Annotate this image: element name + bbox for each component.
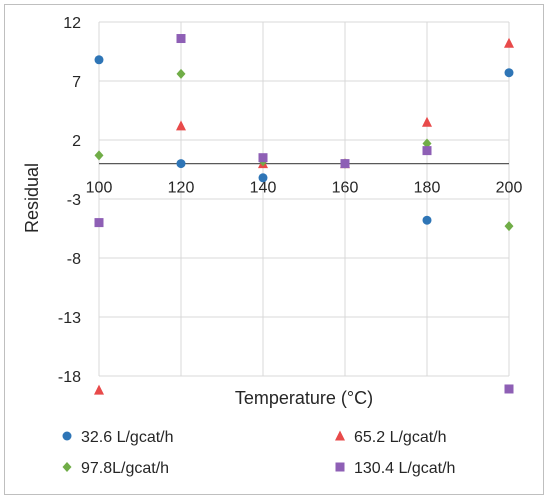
x-tick-label: 140 bbox=[250, 180, 277, 197]
data-point bbox=[504, 68, 514, 78]
x-tick-label: 120 bbox=[168, 180, 195, 197]
legend-label: 65.2 L/gcat/h bbox=[354, 429, 447, 446]
data-point bbox=[176, 120, 186, 131]
data-points bbox=[94, 34, 514, 395]
data-point bbox=[504, 221, 514, 232]
y-tick-label: -3 bbox=[67, 192, 81, 209]
data-point bbox=[504, 37, 514, 48]
x-tick-label: 180 bbox=[414, 180, 441, 197]
y-tick-label: -18 bbox=[58, 369, 81, 386]
data-point bbox=[94, 384, 104, 395]
data-point bbox=[422, 215, 432, 225]
data-point bbox=[422, 138, 432, 149]
legend-marker-square bbox=[335, 462, 345, 472]
data-point bbox=[258, 173, 268, 183]
y-tick-label: 12 bbox=[63, 15, 81, 32]
data-point bbox=[422, 146, 432, 156]
y-tick-label: -8 bbox=[67, 251, 81, 268]
data-point bbox=[94, 150, 104, 161]
x-tick-label: 200 bbox=[496, 180, 523, 197]
y-tick-label: 7 bbox=[72, 74, 81, 91]
data-point bbox=[176, 34, 186, 44]
chart-frame bbox=[4, 4, 544, 495]
data-point bbox=[340, 159, 350, 169]
grid-layer bbox=[98, 21, 510, 377]
data-point bbox=[176, 159, 186, 169]
legend: 32.6 L/gcat/h 65.2 L/gcat/h 97.8L/gcat/h 13… bbox=[62, 429, 455, 477]
legend-label: 32.6 L/gcat/h bbox=[81, 429, 174, 446]
legend-marker-triangle bbox=[335, 430, 345, 441]
legend-label: 97.8L/gcat/h bbox=[81, 460, 169, 477]
data-point bbox=[422, 116, 432, 127]
data-point bbox=[94, 218, 104, 228]
data-point bbox=[176, 68, 186, 79]
legend-marker-diamond bbox=[62, 462, 72, 472]
legend-label: 130.4 L/gcat/h bbox=[354, 460, 455, 477]
x-axis-label: Temperature (°C) bbox=[235, 388, 373, 408]
data-point bbox=[94, 55, 104, 65]
x-tick-label: 100 bbox=[86, 180, 113, 197]
y-tick-label: 2 bbox=[72, 133, 81, 150]
legend-marker-circle bbox=[62, 431, 72, 441]
y-tick-label: -13 bbox=[58, 310, 81, 327]
y-axis-label: Residual bbox=[22, 163, 42, 233]
tick-labels: 12 7 2 -3 -8 -13 -18 100 120 140 160 180 200 bbox=[58, 15, 523, 386]
data-point bbox=[258, 153, 268, 163]
x-tick-label: 160 bbox=[332, 180, 359, 197]
data-point bbox=[504, 384, 514, 394]
